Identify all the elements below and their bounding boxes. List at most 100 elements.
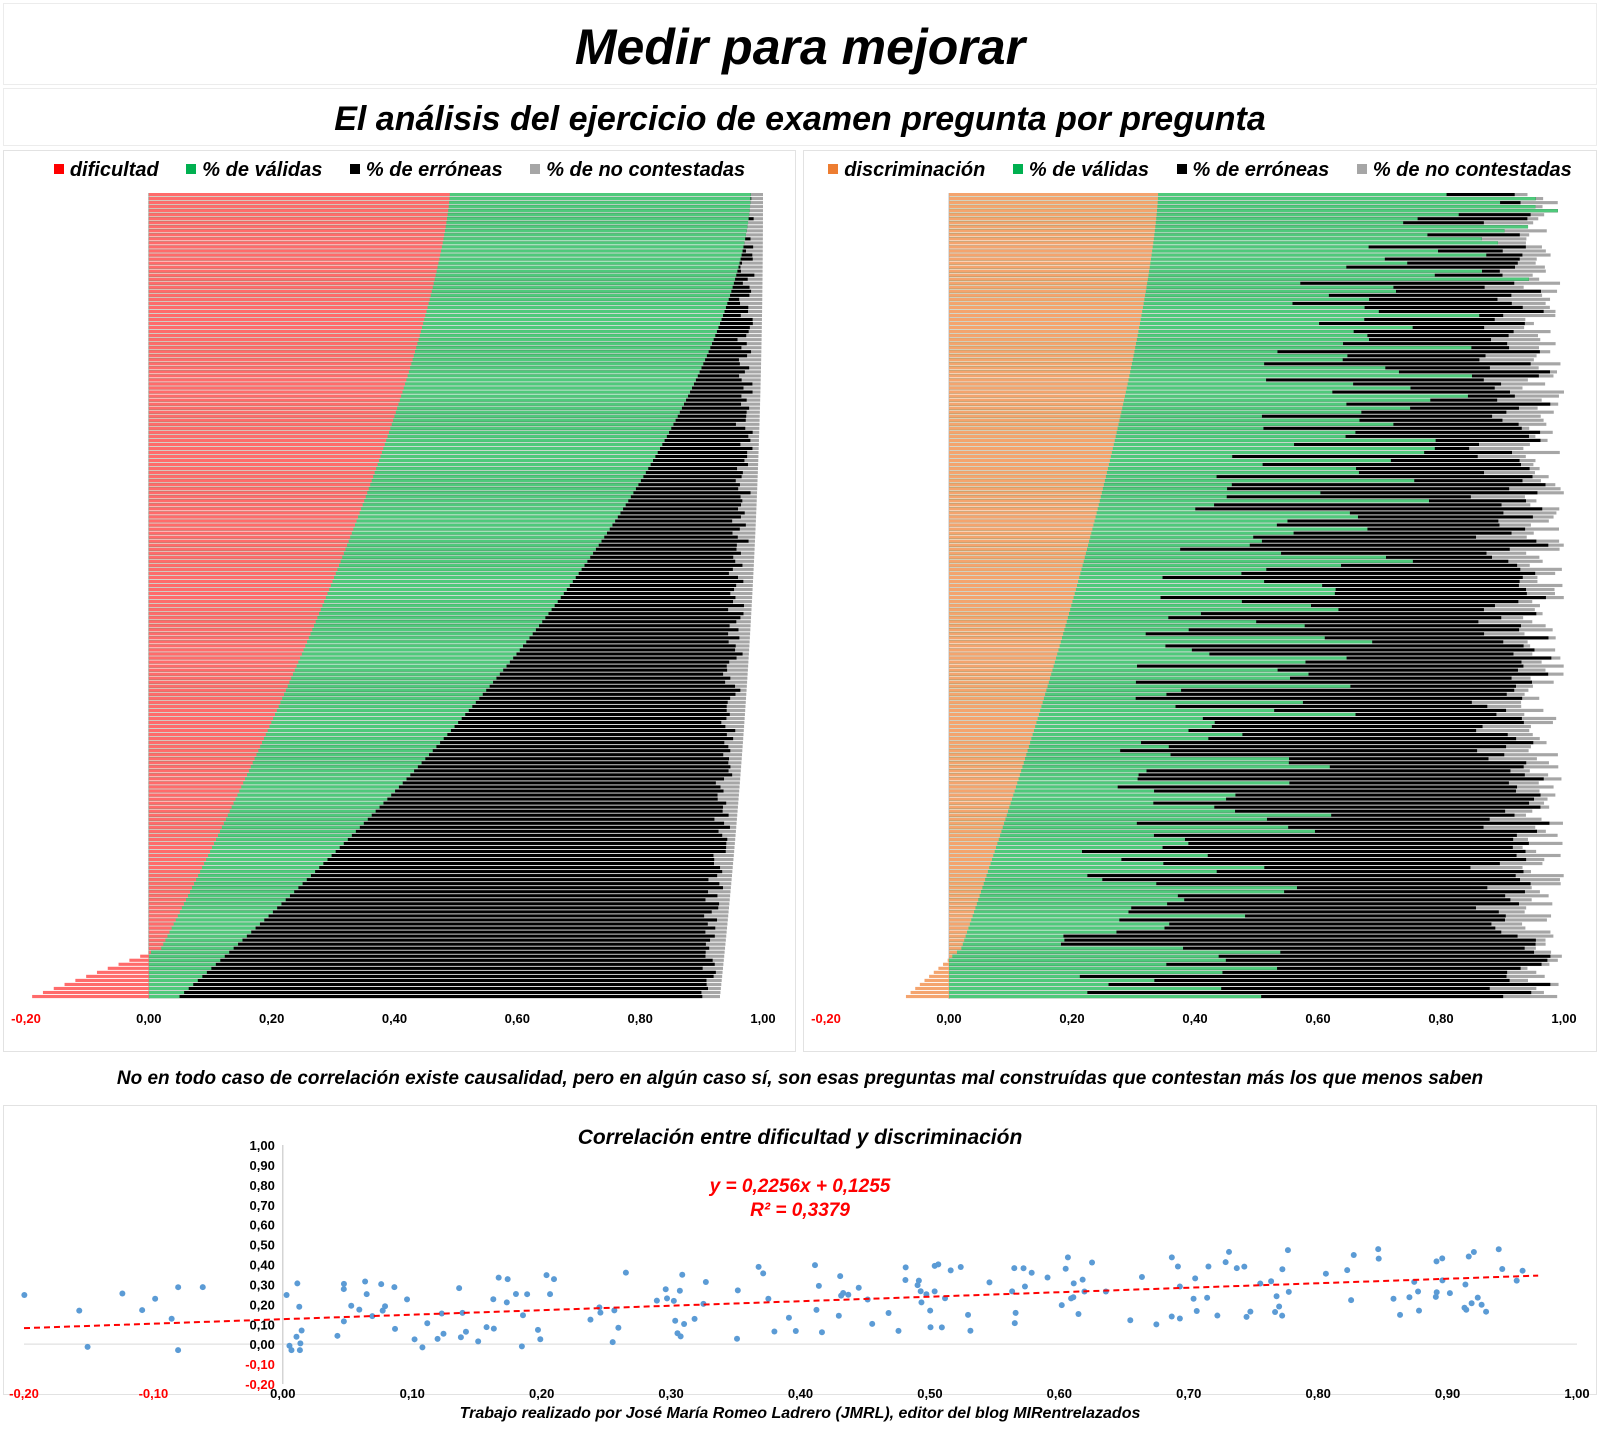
scatter-point	[524, 1291, 531, 1298]
bar-erroneas	[949, 644, 1524, 648]
bar-dificultad	[148, 769, 249, 773]
bar-validas	[148, 265, 739, 269]
bar-validas	[949, 217, 1418, 221]
scatter-point	[1011, 1265, 1018, 1272]
bar-dificultad	[148, 317, 425, 322]
bar-discriminacion	[949, 849, 995, 854]
bar-validas	[949, 640, 1373, 644]
bar-erroneas	[148, 906, 719, 910]
bar-validas	[148, 438, 665, 442]
bar-erroneas	[148, 857, 715, 862]
bar-validas	[949, 809, 1236, 813]
bar-dificultad	[148, 321, 424, 326]
bar-validas	[148, 446, 661, 451]
bar-validas	[148, 503, 626, 507]
bar-dificultad	[148, 652, 302, 656]
bar-validas	[148, 285, 733, 289]
bar-validas	[148, 511, 621, 515]
bar-discriminacion	[949, 382, 1128, 386]
scatter-point	[845, 1291, 852, 1298]
bar-discriminacion	[949, 878, 986, 882]
bar-validas	[148, 527, 610, 531]
bar-discriminacion	[949, 769, 1022, 773]
bar-validas	[949, 825, 1289, 829]
bar-validas	[148, 728, 451, 733]
bar-validas	[148, 870, 316, 874]
scatter-point	[518, 1343, 525, 1350]
bar-validas	[148, 918, 265, 922]
scatter-point	[1193, 1308, 1200, 1315]
bar-dificultad	[148, 438, 387, 442]
bar-discriminacion	[949, 527, 1093, 531]
bar-dificultad	[148, 418, 394, 422]
y-tick-label: 1,00	[250, 1138, 275, 1153]
bar-validas	[148, 741, 441, 745]
scatter-point	[609, 1339, 616, 1346]
bar-discriminacion	[949, 567, 1082, 571]
scatter-point	[935, 1261, 942, 1268]
bar-validas	[148, 454, 656, 459]
bar-discriminacion	[949, 519, 1095, 523]
x-tick-label: 0,20	[1059, 1011, 1084, 1026]
bar-validas	[148, 680, 494, 684]
bar-dificultad	[148, 334, 420, 338]
bar-validas	[949, 531, 1294, 535]
bar-erroneas	[949, 793, 1541, 797]
bar-erroneas	[949, 821, 1550, 825]
scatter-point	[947, 1267, 954, 1274]
bar-validas	[949, 741, 1142, 745]
bar-validas	[949, 446, 1435, 451]
bar-validas	[148, 249, 743, 253]
bar-validas	[148, 221, 749, 225]
legend-label-no-contestadas: % de no contestadas	[546, 159, 746, 181]
bar-dificultad	[148, 511, 360, 515]
bar-validas	[949, 624, 1305, 628]
bar-erroneas	[148, 777, 725, 781]
legend-item-validas: % de válidas	[186, 159, 322, 182]
bar-erroneas	[949, 724, 1483, 729]
scatter-point	[1153, 1321, 1160, 1328]
bar-dificultad	[148, 708, 277, 712]
bar-erroneas	[949, 547, 1510, 551]
scatter-point	[1375, 1255, 1382, 1262]
bar-dificultad	[148, 463, 378, 467]
bar-discriminacion	[949, 583, 1078, 588]
x-tick-label: 1,00	[750, 1011, 775, 1026]
bar-erroneas	[949, 648, 1535, 652]
dificultad-chart-legend: dificultad % de válidas % de erróneas % …	[4, 159, 795, 182]
bar-discriminacion	[949, 285, 1147, 289]
bar-validas	[949, 342, 1344, 346]
scatter-point	[1089, 1259, 1096, 1266]
bar-validas	[949, 325, 1413, 330]
bar-discriminacion	[924, 978, 949, 982]
scatter-point	[815, 1282, 822, 1289]
bar-discriminacion	[949, 438, 1115, 442]
bar-discriminacion	[949, 253, 1152, 257]
bar-validas	[148, 660, 510, 664]
bar-validas	[949, 209, 1558, 213]
bar-validas	[949, 656, 1347, 660]
bar-validas	[148, 430, 670, 434]
bar-dificultad	[148, 781, 244, 785]
trendline-r2: R² = 0,3379	[750, 1200, 850, 1221]
bar-validas	[148, 269, 738, 273]
bar-dificultad	[148, 914, 178, 918]
bar-validas	[148, 866, 320, 870]
bar-discriminacion	[949, 938, 965, 942]
bar-validas	[148, 450, 658, 455]
scatter-point	[152, 1295, 159, 1302]
bar-dificultad	[148, 757, 255, 761]
bar-validas	[148, 765, 418, 769]
legend-item-discriminacion: discriminación	[828, 159, 985, 182]
scatter-point	[765, 1295, 772, 1302]
bar-validas	[949, 704, 1176, 708]
bar-dificultad	[148, 680, 290, 684]
bar-validas	[148, 974, 203, 978]
bar-dificultad	[148, 724, 270, 729]
scatter-point	[168, 1315, 175, 1322]
bar-discriminacion	[949, 398, 1125, 402]
legend-item-no-contestadas: % de no contestadas	[530, 159, 745, 182]
bar-dificultad	[148, 479, 372, 483]
scatter-chart-panel	[3, 1105, 1597, 1395]
bar-validas	[949, 765, 1330, 769]
